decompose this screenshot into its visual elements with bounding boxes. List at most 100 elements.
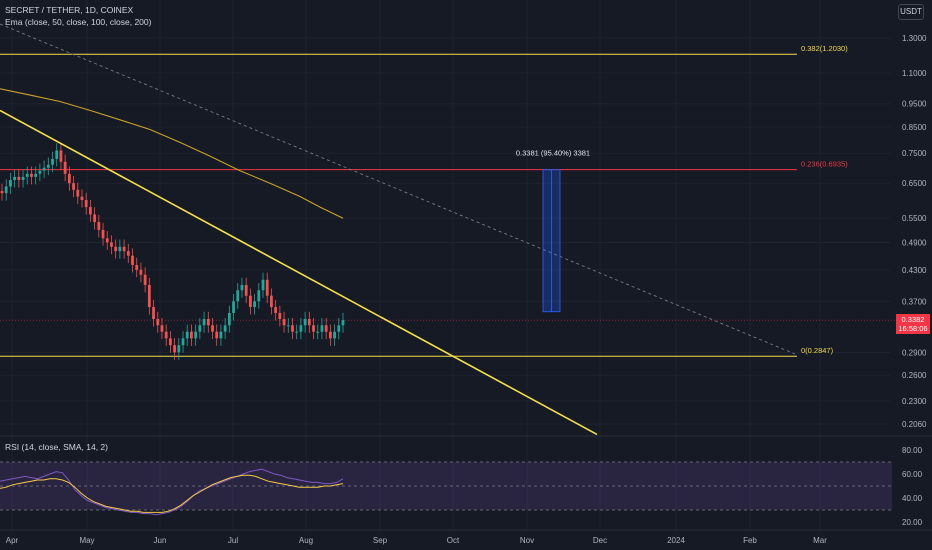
candle-body [110, 242, 113, 247]
rsi-legend: RSI (14, close, SMA, 14, 2) [5, 442, 108, 452]
fib-level-label: 0(0.2847) [801, 346, 834, 355]
candle-body [198, 325, 202, 332]
rsi-tick-label: 40.00 [902, 494, 923, 503]
candle-body [135, 264, 139, 270]
candle-body [341, 320, 345, 326]
trendline [0, 109, 598, 436]
candle-body [38, 170, 42, 174]
candle-body [21, 176, 25, 181]
candle-body [93, 214, 97, 223]
y-tick-label: 1.1000 [902, 69, 927, 78]
x-tick-label: Nov [520, 536, 534, 545]
fib-level-label: 0.382(1.2030) [801, 44, 848, 53]
y-tick-label: 0.2300 [902, 397, 927, 406]
y-tick-label: 0.9500 [902, 100, 927, 109]
candle-body [55, 150, 59, 159]
candle-body [286, 325, 290, 327]
candle-body [303, 319, 307, 326]
candle-body [324, 325, 328, 332]
measure-tool[interactable]: 0.3381 (95.40%) 3381 [516, 149, 590, 313]
candle-body [89, 207, 92, 215]
candle-body [143, 274, 147, 285]
candle-body [152, 307, 155, 320]
y-tick-label: 0.7500 [902, 149, 927, 158]
candle-body [194, 331, 198, 339]
candle-body [0, 191, 4, 194]
candle-body [42, 167, 46, 171]
x-tick-label: Jun [154, 536, 167, 545]
y-tick-label: 0.2900 [902, 348, 927, 357]
y-tick-label: 0.5500 [902, 214, 927, 223]
last-price-value: 0.3382 [901, 315, 925, 324]
candle-body [25, 173, 29, 177]
candle-body [215, 331, 219, 339]
candle-body [76, 189, 80, 197]
x-axis: Apr May Jun Jul Aug Sep Oct Nov Dec 2024 Feb Mar [0, 529, 932, 545]
x-tick-label: Dec [593, 536, 607, 545]
candle-body [118, 246, 122, 252]
candle-body [168, 338, 172, 346]
candle-body [232, 301, 235, 313]
candle-body [114, 246, 118, 252]
candle-body [211, 325, 214, 332]
x-tick-label: Aug [299, 536, 313, 545]
candle-body [227, 312, 231, 326]
ema-200-line [0, 88, 344, 219]
candle-body [17, 176, 21, 181]
candle-body [46, 164, 50, 168]
descending-trendline [0, 109, 598, 436]
candle-body [177, 345, 181, 353]
candle-body [101, 229, 105, 239]
candle-body [240, 284, 244, 291]
candle-body [257, 290, 261, 302]
fib-level-label: 0.236(0.6935) [801, 160, 848, 169]
candle-body [244, 284, 248, 296]
candle-body [122, 246, 126, 252]
candle-body [270, 295, 273, 308]
rsi-ma-line [0, 474, 344, 513]
candle-body [131, 255, 134, 265]
candle-body [223, 325, 227, 332]
candle-body [291, 325, 294, 332]
symbol-title: SECRET / TETHER, 1D, COINEX [5, 5, 134, 15]
candle-body [307, 319, 311, 326]
x-tick-label: Feb [743, 536, 757, 545]
candle-body [202, 319, 206, 326]
rsi-line [0, 468, 344, 516]
candle-body [72, 183, 75, 190]
candle-body [97, 222, 101, 230]
measure-label: 0.3381 (95.40%) 3381 [516, 149, 590, 158]
candle-body [59, 150, 63, 162]
candle-body [9, 180, 12, 187]
candle-body [265, 279, 269, 296]
candle-body [219, 331, 223, 339]
candle-body [4, 186, 8, 194]
candle-body [190, 331, 193, 339]
candle-body [80, 196, 84, 201]
x-tick-label: 2024 [667, 536, 685, 545]
y-tick-label: 0.3700 [902, 297, 927, 306]
candle-body [34, 173, 38, 177]
x-tick-label: Sep [373, 536, 388, 545]
candle-body [261, 279, 265, 291]
last-price-badge: 0.3382 16:58:06 [896, 314, 930, 334]
candles [0, 143, 345, 360]
candle-body [139, 269, 143, 275]
x-tick-label: May [79, 536, 94, 545]
candle-body [84, 200, 88, 208]
y-tick-label: 1.3000 [902, 34, 927, 43]
grid [0, 0, 890, 530]
candle-body [295, 331, 299, 333]
x-tick-label: Oct [447, 536, 460, 545]
x-tick-label: Jul [228, 536, 238, 545]
candle-body [320, 325, 324, 332]
rsi-pane: 80.00 60.00 40.00 20.00 [0, 446, 923, 527]
currency-button[interactable]: USDT [898, 4, 924, 20]
fib-levels: 0.382(1.2030) 0.236(0.6935) 0(0.2847) [0, 44, 895, 357]
y-tick-label: 0.2060 [902, 420, 927, 429]
candle-body [173, 345, 177, 353]
candle-body [333, 331, 336, 339]
candle-body [278, 312, 282, 320]
candle-body [312, 325, 315, 332]
